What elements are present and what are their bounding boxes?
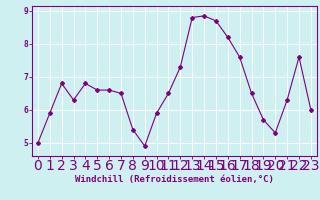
X-axis label: Windchill (Refroidissement éolien,°C): Windchill (Refroidissement éolien,°C): [75, 175, 274, 184]
